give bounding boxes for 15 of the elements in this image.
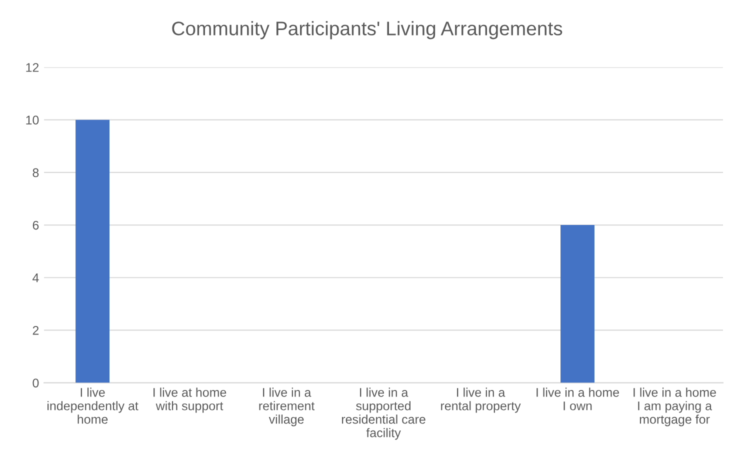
chart-title: Community Participants' Living Arrangements <box>172 21 562 40</box>
y-tick-label: 0 <box>32 378 39 388</box>
y-tick-label: 4 <box>32 274 39 282</box>
y-tick-label: 2 <box>32 326 39 335</box>
x-tick-label: I live at home with support <box>154 388 226 413</box>
x-tick-label: I live independently at home <box>48 388 138 424</box>
y-tick-label: 8 <box>32 168 39 178</box>
y-tick-label: 10 <box>26 116 39 125</box>
y-tick-label: 6 <box>32 220 39 230</box>
x-tick-label: I live in a home I own <box>536 388 619 410</box>
x-tick-label: I live in a supported residential care facility <box>342 388 426 440</box>
x-tick-label: I live in a rental property <box>441 388 521 413</box>
x-tick-label: I live in a home I am paying a mortgage for <box>634 388 716 426</box>
x-tick-label: I live in a retirement village <box>259 388 315 426</box>
y-tick-label: 12 <box>26 63 39 72</box>
